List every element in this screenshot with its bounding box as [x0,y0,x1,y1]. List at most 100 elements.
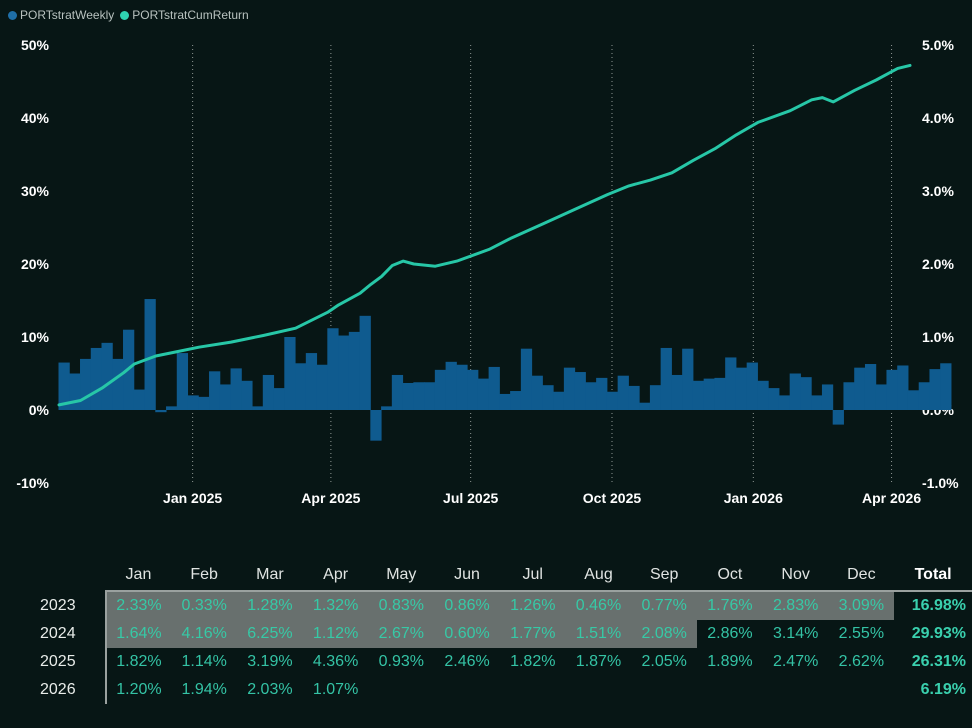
month-value-cell: 1.87% [575,653,622,670]
right-axis-tick-label: 1.0% [922,329,954,345]
left-axis-tick-label: 40% [21,110,50,126]
x-tick-label: Jan 2026 [724,490,783,506]
weekly-bar [757,380,769,410]
weekly-bar [241,380,253,410]
weekly-bar [348,331,361,410]
weekly-bar [456,364,468,410]
month-value-cell: 2.86% [707,625,753,642]
right-axis-tick-label: -1.0% [922,475,959,491]
weekly-bar [402,382,414,410]
right-axis-tick-label: 5.0% [922,37,954,53]
weekly-bar [714,377,726,410]
weekly-bar [542,385,554,410]
month-header: Apr [323,566,349,583]
year-cell: 2025 [30,648,107,676]
weekly-bar [682,348,694,410]
month-value-cell: 1.94% [181,681,227,698]
weekly-bar [198,396,210,410]
weekly-bar [746,362,758,410]
right-axis-tick-label: 2.0% [922,256,954,272]
month-value-cell: 2.03% [247,681,293,698]
weekly-bar [639,402,651,410]
month-header: Dec [847,566,876,583]
month-value-cell: 1.12% [302,620,369,648]
legend-item-weekly[interactable]: PORTstratWeekly [8,8,114,22]
weekly-bar [875,384,887,410]
chart-legend: PORTstratWeekly PORTstratCumReturn [8,8,249,22]
weekly-bar [553,391,565,410]
weekly-bar [445,361,457,410]
weekly-bar [381,406,393,410]
month-value-cell [763,676,829,704]
weekly-bar [617,375,629,410]
month-value-cell: 1.51% [565,620,632,648]
legend-dot-weekly [8,10,17,20]
month-value-cell: 6.25% [237,620,303,648]
month-value-cell: 0.33% [171,590,238,620]
month-value-cell: 0.93% [378,653,425,670]
weekly-bar [499,393,511,410]
month-header: Nov [781,566,810,583]
month-header: Jan [125,566,152,583]
weekly-bar [166,406,178,410]
month-value-cell: 1.20% [116,681,162,698]
legend-item-cum[interactable]: PORTstratCumReturn [120,8,249,22]
weekly-bar [843,382,855,410]
weekly-bar [144,299,156,410]
weekly-bar [800,377,812,410]
legend-dot-cum [120,10,130,20]
month-value-cell: 1.07% [312,681,359,698]
weekly-bar [467,369,479,410]
month-value-cell: 0.60% [434,620,500,648]
table-row: 2025 1.82% 1.14% 3.19% 4.36% 0.93% 2.46% 1.82% 1… [30,648,972,676]
month-value-cell: 2.55% [838,625,885,642]
weekly-bar [821,384,834,410]
left-axis-tick-label: 30% [21,183,50,199]
month-value-cell: 1.77% [499,620,566,648]
month-value-cell: 0.83% [368,590,435,620]
weekly-bar [574,372,586,410]
weekly-bar [531,375,543,410]
month-value-cell: 1.32% [302,590,369,620]
month-value-cell [566,676,632,704]
month-value-cell [368,676,434,704]
weekly-bar [327,328,339,410]
month-value-cell: 2.67% [368,620,435,648]
weekly-bar [907,390,920,410]
month-header: Feb [190,566,218,583]
month-value-cell: 1.14% [181,653,227,670]
weekly-bar [80,358,92,410]
weekly-bar [252,406,264,410]
month-header: Oct [717,566,743,583]
table-row: 2023 2.33% 0.33% 1.28% 1.32% 0.83% 0.86% 1.26% 0… [30,590,972,620]
x-tick-label: Jan 2025 [163,490,222,506]
month-header: Jul [522,566,543,583]
weekly-bar [262,374,275,410]
total-cell: 26.31% [911,653,966,670]
monthly-returns-table: Jan Feb Mar Apr May Jun Jul Aug Sep Oct Nov Dec Tota… [30,560,972,704]
weekly-bar [155,410,167,413]
cumulative-return-line [57,63,912,407]
table-row: 2026 1.20% 1.94% 2.03% 1.07% 6.19% [30,676,972,704]
x-tick-label: Jul 2025 [443,490,498,506]
weekly-bar [295,363,307,410]
weekly-bar [897,365,909,410]
total-cell: 29.93% [911,625,966,642]
month-value-cell [697,676,763,704]
left-axis-tick-label: 20% [21,256,50,272]
weekly-bar [864,364,877,410]
weekly-bar [735,367,748,410]
month-value-cell: 0.86% [434,590,500,620]
month-value-cell: 4.36% [312,653,359,670]
month-value-cell: 2.46% [444,653,490,670]
month-value-cell: 2.83% [762,590,829,620]
weekly-bar [488,366,500,410]
weekly-bar [284,337,296,410]
weekly-bar [424,382,436,410]
weekly-bar [187,395,199,410]
weekly-bar [370,410,382,441]
weekly-bar [832,410,844,425]
weekly-bar [273,388,285,410]
x-tick-label: Apr 2025 [301,490,360,506]
